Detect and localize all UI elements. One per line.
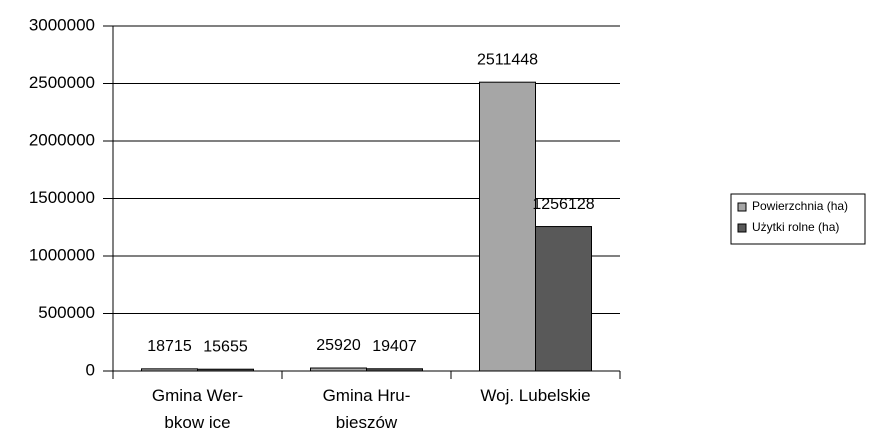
value-label: 2511448 [477, 51, 538, 68]
value-label: 15655 [203, 338, 248, 355]
legend-swatch [737, 202, 747, 212]
y-tick-label: 500000 [38, 303, 95, 322]
value-label: 18715 [147, 338, 192, 355]
y-tick-label: 0 [86, 360, 95, 379]
x-tick-label: Gmina Hru- bieszów [322, 386, 411, 432]
y-tick-label: 3000000 [29, 15, 95, 34]
x-tick-label: Woj. Lubelskie [480, 386, 591, 405]
y-tick-label: 1000000 [29, 245, 95, 264]
y-tick-label: 2500000 [29, 73, 95, 92]
legend-swatch [737, 223, 747, 233]
bar [479, 81, 536, 372]
y-tick-label: 2000000 [29, 130, 95, 149]
y-tick-label: 1500000 [29, 188, 95, 207]
value-label: 19407 [372, 338, 417, 355]
value-label: 25920 [316, 337, 361, 354]
bar [535, 226, 592, 372]
x-tick-label: Gmina Wer- bkow ice [151, 386, 244, 432]
value-label: 1256128 [532, 196, 594, 213]
legend-label: Powierzchnia (ha) [752, 199, 848, 213]
legend-box [730, 193, 866, 245]
legend-label: Użytki rolne (ha) [752, 220, 839, 234]
